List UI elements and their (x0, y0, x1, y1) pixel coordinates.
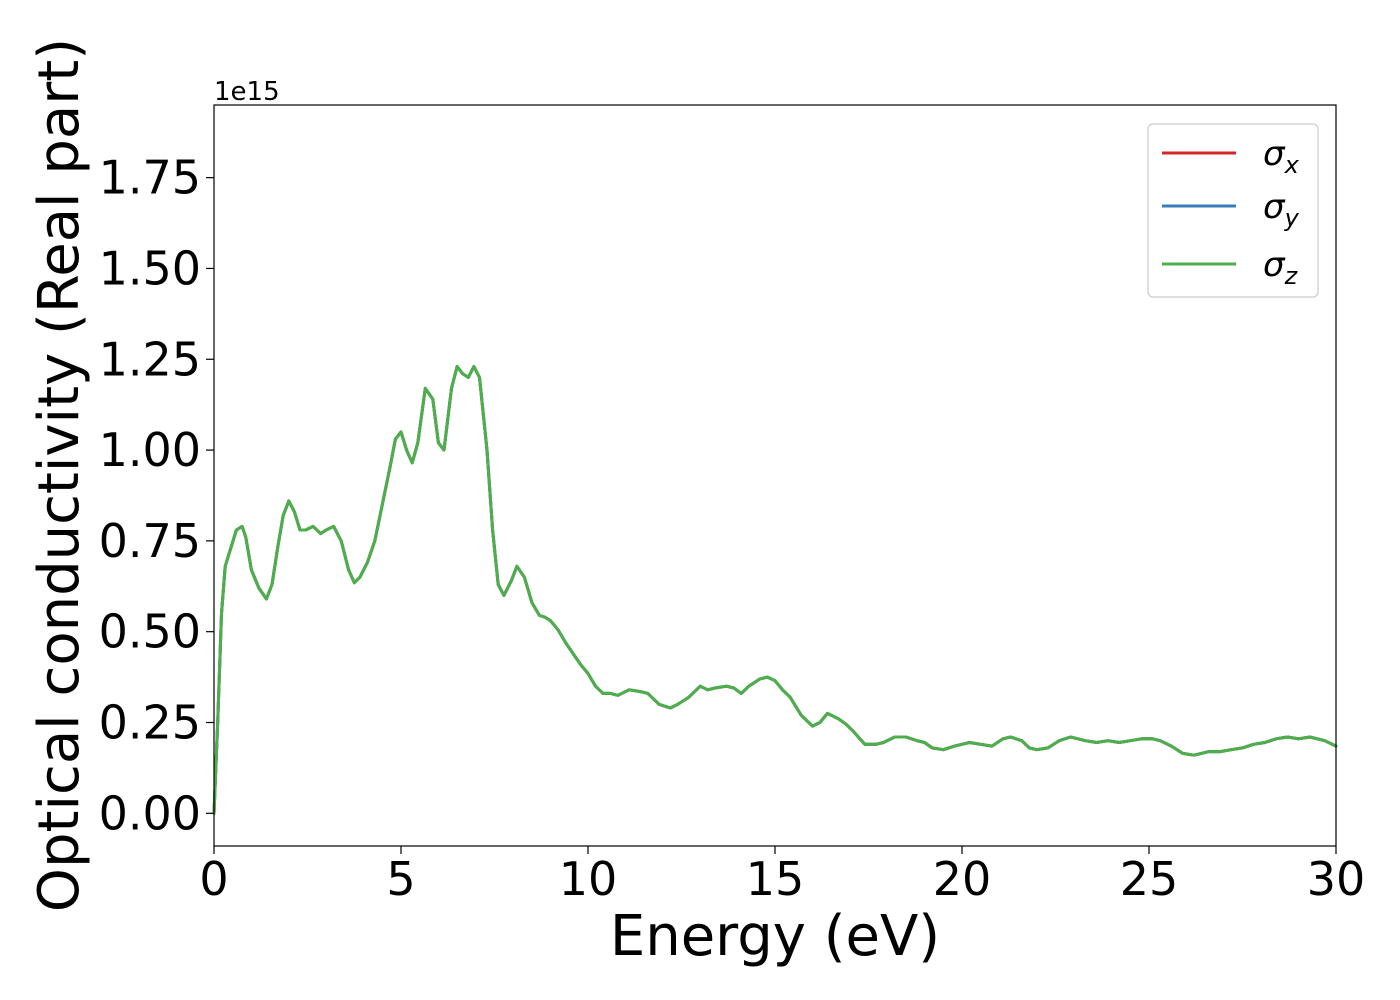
y-axis-title: Optical conductivity (Real part) (27, 38, 92, 912)
series-lines (212, 365, 1338, 815)
legend-box (1147, 123, 1319, 298)
y-tick-label: 0.75 (99, 514, 201, 568)
x-tick-label: 15 (746, 852, 805, 906)
y-tick-label: 0.50 (99, 605, 201, 659)
legend-label-sigma-y: σy (1263, 187, 1300, 232)
x-tick-label: 10 (559, 852, 618, 906)
x-tick-label: 25 (1120, 852, 1179, 906)
legend: σx σy σz (1147, 123, 1319, 298)
legend-label-sigma-x: σx (1263, 134, 1300, 179)
y-offset-label: 1e15 (214, 77, 280, 107)
y-tick-label: 1.25 (99, 332, 201, 386)
y-tick-label: 0.25 (99, 696, 201, 750)
y-tick-label: 0.00 (99, 786, 201, 840)
x-axis-title: Energy (eV) (610, 904, 940, 969)
series-line-sigma-z (212, 365, 1338, 815)
y-tick-label: 1.50 (99, 241, 201, 295)
x-axis-ticks: 0 5 10 15 20 25 30 (199, 846, 1365, 906)
x-tick-label: 20 (933, 852, 992, 906)
x-tick-label: 5 (386, 852, 415, 906)
x-tick-label: 30 (1307, 852, 1366, 906)
legend-label-sigma-z: σz (1263, 245, 1299, 290)
y-tick-label: 1.75 (99, 151, 201, 205)
y-tick-label: 1.00 (99, 423, 201, 477)
y-axis-ticks: 0.00 0.25 0.50 0.75 1.00 1.25 1.50 1.75 (99, 151, 214, 840)
x-tick-label: 0 (199, 852, 228, 906)
